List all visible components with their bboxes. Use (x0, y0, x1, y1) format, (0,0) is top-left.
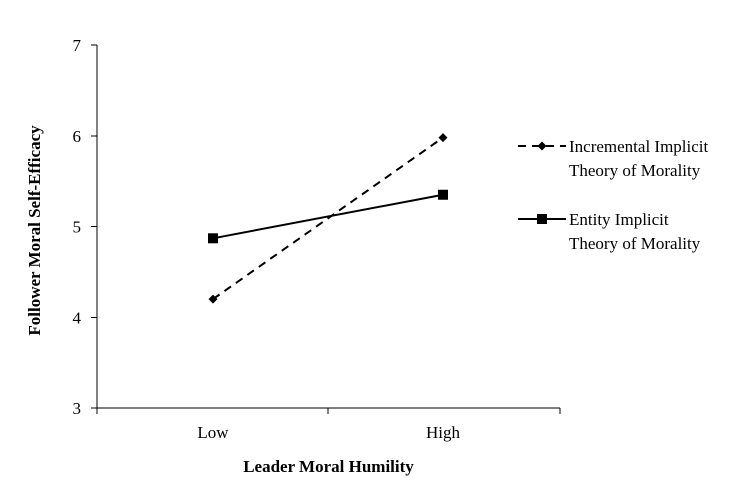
legend-label: Incremental Implicit (569, 137, 709, 156)
series-0 (208, 133, 448, 304)
series-layer (208, 133, 448, 304)
y-axis-title: Follower Moral Self-Efficacy (25, 125, 44, 336)
x-axis-title: Leader Moral Humility (243, 457, 414, 476)
y-tick-label: 5 (73, 218, 82, 237)
legend-swatch-marker (537, 141, 547, 151)
series-1 (208, 189, 448, 244)
y-ticks: 3 4 5 6 7 (73, 36, 97, 418)
legend-label: Theory of Morality (569, 161, 701, 180)
y-tick-label: 6 (73, 127, 82, 146)
y-tick-label: 4 (73, 308, 82, 327)
series-line (212, 136, 444, 300)
x-tick-label: Low (197, 423, 229, 442)
legend-swatch-marker (537, 214, 547, 224)
legend-label: Theory of Morality (569, 234, 701, 253)
y-tick-label: 7 (73, 36, 82, 55)
legend-label: Entity Implicit (569, 210, 669, 229)
legend-item-0: Incremental Implicit Theory of Morality (518, 137, 709, 180)
series-line (212, 193, 444, 240)
x-tick-label: High (426, 423, 461, 442)
data-point (208, 294, 218, 304)
y-tick-label: 3 (73, 399, 82, 418)
data-point (208, 233, 218, 244)
axes (96, 45, 560, 409)
data-point (438, 189, 448, 200)
x-ticks: Low High (96, 408, 561, 442)
data-point (438, 133, 448, 143)
legend-item-1: Entity Implicit Theory of Morality (518, 210, 701, 253)
